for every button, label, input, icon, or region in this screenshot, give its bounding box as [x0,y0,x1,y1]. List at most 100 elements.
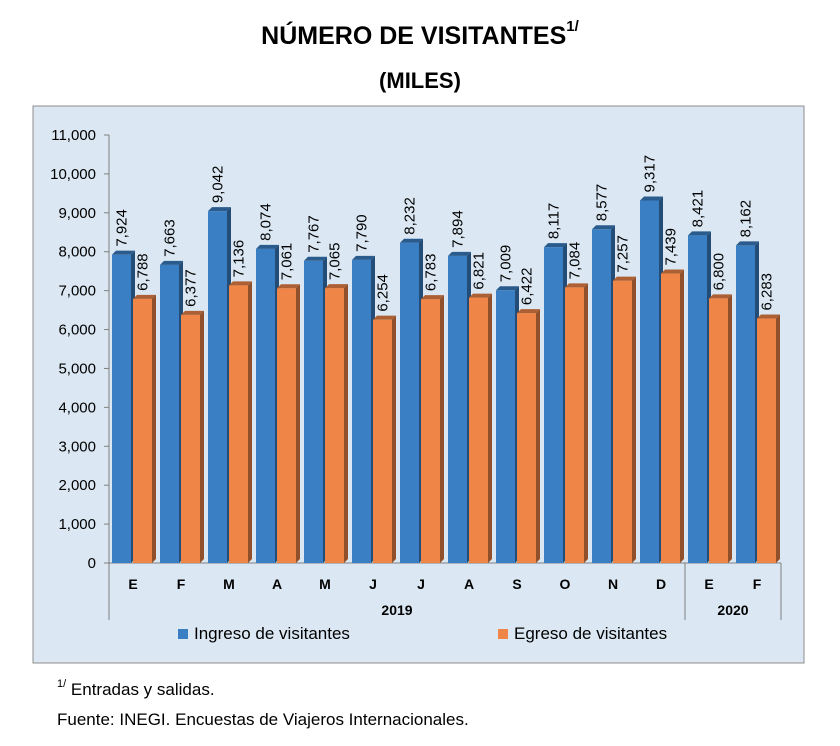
bar-egreso [709,298,728,563]
bar-egreso [133,298,152,563]
data-label-ingreso: 7,894 [450,210,467,248]
bar-egreso-top [709,294,732,299]
bar-ingreso [304,260,323,563]
x-tick-label: O [560,576,571,592]
bar-egreso-top [181,310,204,315]
data-label-egreso: 7,439 [663,228,680,266]
bar-ingreso-top [256,244,279,249]
data-label-egreso: 6,377 [183,269,200,307]
bar-egreso-side [296,284,300,563]
data-label-ingreso: 7,767 [306,215,323,253]
data-label-ingreso: 7,663 [162,219,179,257]
bar-egreso [421,299,440,563]
y-tick-label: 8,000 [58,244,96,261]
bar-ingreso-top [736,241,759,246]
bar-egreso-side [200,310,204,563]
bar-egreso [181,314,200,563]
bar-egreso [373,319,392,563]
bar-ingreso-top [688,231,711,236]
footnote-text: Entradas y salidas. [66,680,215,699]
bar-egreso-top [613,276,636,281]
data-label-ingreso: 8,074 [258,203,275,241]
chart-title-text: NÚMERO DE VISITANTES [261,22,567,50]
data-label-egreso: 7,257 [615,235,632,273]
y-tick-label: 6,000 [58,322,96,339]
bar-ingreso [112,254,131,563]
x-tick-label: A [464,576,474,592]
bar-ingreso [352,259,371,563]
bar-egreso-top [565,283,588,288]
bar-egreso-side [584,283,588,563]
bar-ingreso [544,247,563,563]
x-tick-label: D [656,576,666,592]
legend-label: Egreso de visitantes [514,624,667,643]
bar-egreso [613,280,632,563]
bar-egreso [469,297,488,563]
bar-egreso-side [248,281,252,563]
y-tick-label: 0 [88,555,96,572]
x-tick-label: N [608,576,618,592]
data-label-egreso: 7,065 [327,243,344,281]
bar-egreso-side [440,295,444,563]
bar-egreso [757,318,776,563]
bar-egreso-side [536,309,540,563]
bar-egreso-top [373,315,396,320]
data-label-ingreso: 8,117 [546,203,563,239]
bar-ingreso-top [640,196,663,201]
legend-swatch [178,629,188,639]
y-tick-label: 5,000 [58,360,96,377]
bar-ingreso-top [160,260,183,265]
bar-egreso-side [728,294,732,563]
bar-egreso [661,273,680,563]
x-tick-label: J [369,576,377,592]
x-tick-label: F [177,576,186,592]
bar-ingreso-top [448,251,471,256]
bar-ingreso [640,200,659,563]
source-note: Fuente: INEGI. Encuestas de Viajeros Int… [57,710,469,729]
bar-egreso-top [757,314,780,319]
x-tick-label: S [512,576,521,592]
data-label-egreso: 6,783 [423,254,440,292]
bar-egreso-side [632,276,636,563]
bar-ingreso [448,255,467,564]
bar-ingreso-top [112,250,135,255]
data-label-ingreso: 7,009 [498,245,515,283]
bar-egreso-top [421,295,444,300]
data-label-ingreso: 9,317 [642,155,659,193]
data-label-ingreso: 9,042 [210,166,227,204]
bar-ingreso-top [400,238,423,243]
x-tick-label: M [223,576,235,592]
y-tick-label: 11,000 [51,127,96,144]
bar-ingreso [736,245,755,563]
chart-subtitle: (MILES) [379,68,461,93]
bar-egreso-top [661,269,684,274]
x-tick-label: A [272,576,282,592]
legend-swatch [498,629,508,639]
bar-ingreso [256,248,275,563]
bar-egreso-top [277,284,300,289]
legend-label: Ingreso de visitantes [194,624,350,643]
data-label-egreso: 6,821 [471,252,488,290]
group-label: 2020 [717,602,748,618]
bar-egreso-side [488,293,492,563]
bar-ingreso [160,264,179,563]
data-label-egreso: 6,254 [375,274,392,312]
bar-egreso [517,313,536,563]
bar-egreso-top [133,294,156,299]
data-label-ingreso: 8,577 [594,184,611,222]
data-label-egreso: 7,061 [279,243,296,281]
x-tick-label: M [319,576,331,592]
bar-egreso-top [325,284,348,289]
data-label-egreso: 6,283 [759,273,776,311]
bar-egreso [229,285,248,563]
group-label: 2019 [381,602,412,618]
bar-ingreso [400,242,419,563]
bar-ingreso [592,229,611,563]
y-tick-label: 1,000 [58,516,96,533]
bar-egreso [277,288,296,563]
bar-ingreso-top [496,286,519,291]
data-label-ingreso: 8,232 [402,197,419,235]
y-tick-label: 9,000 [58,205,96,222]
data-label-egreso: 6,788 [135,253,152,291]
